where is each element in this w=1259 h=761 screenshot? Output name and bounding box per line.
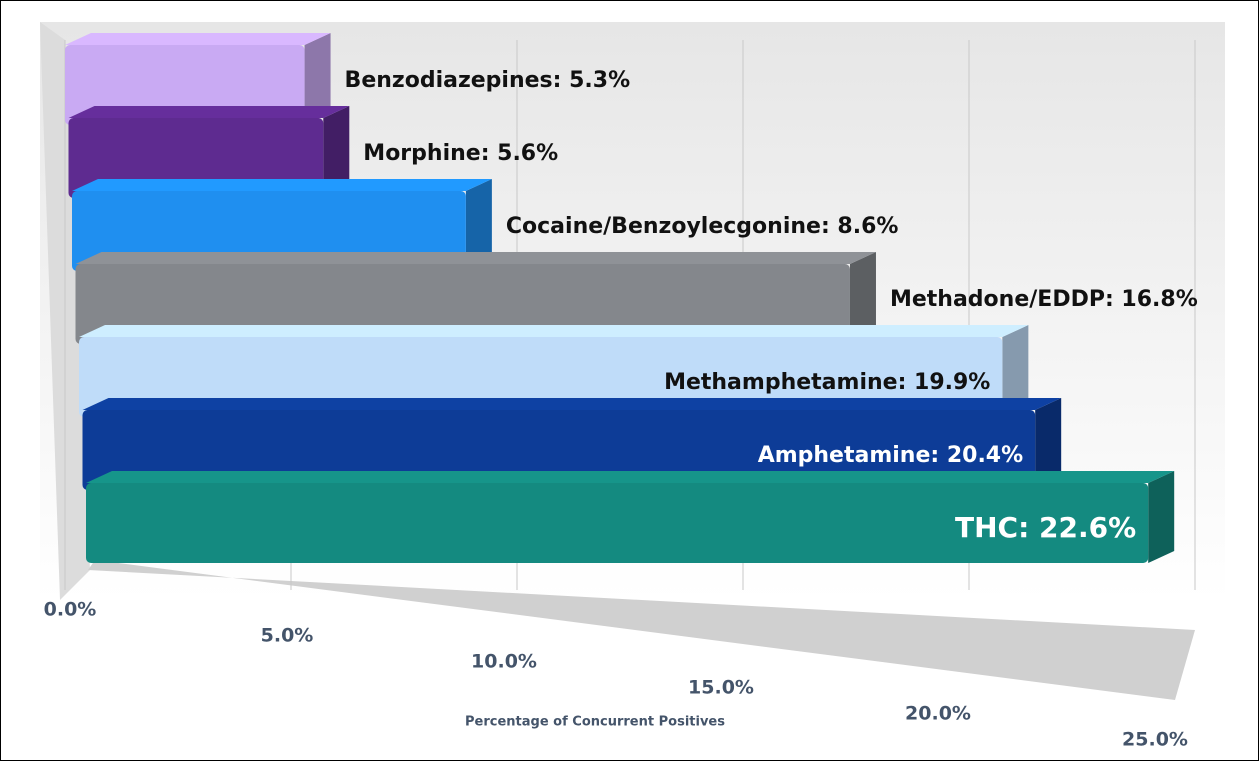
bar [65, 45, 305, 125]
bar-top [75, 252, 876, 264]
data-label: Amphetamine: 20.4% [758, 443, 1023, 468]
bar-side [1148, 471, 1175, 563]
bar [86, 483, 1149, 563]
data-label: THC: 22.6% [955, 511, 1136, 544]
x-axis-title: Percentage of Concurrent Positives [465, 715, 725, 730]
data-label: Morphine: 5.6% [363, 141, 558, 166]
bar-side [849, 252, 876, 344]
bar-top [68, 106, 350, 118]
bar [68, 118, 324, 198]
x-tick-label: 25.0% [1122, 729, 1188, 751]
x-tick-label: 0.0% [44, 599, 97, 621]
x-tick-label: 15.0% [688, 677, 754, 699]
x-tick-label: 20.0% [905, 703, 971, 725]
bar-top [82, 398, 1062, 410]
bar-side [465, 179, 492, 271]
bar [79, 337, 1003, 417]
bar-top [86, 471, 1175, 483]
data-label: Cocaine/Benzoylecgonine: 8.6% [506, 214, 899, 239]
bar-side [1002, 325, 1029, 417]
bar-top [65, 33, 331, 45]
bar-side [1035, 398, 1062, 490]
bar-side [304, 33, 331, 125]
data-label: Methadone/EDDP: 16.8% [890, 287, 1198, 312]
bar [82, 410, 1036, 490]
bar [75, 264, 850, 344]
floor [88, 560, 1195, 700]
x-tick-label: 5.0% [261, 625, 314, 647]
bar [72, 191, 466, 271]
bar-top [79, 325, 1029, 337]
bar-side [323, 106, 350, 198]
x-tick-label: 10.0% [471, 651, 537, 673]
bar-top [72, 179, 492, 191]
data-label: Benzodiazepines: 5.3% [345, 68, 631, 93]
data-label: Methamphetamine: 19.9% [664, 370, 990, 395]
